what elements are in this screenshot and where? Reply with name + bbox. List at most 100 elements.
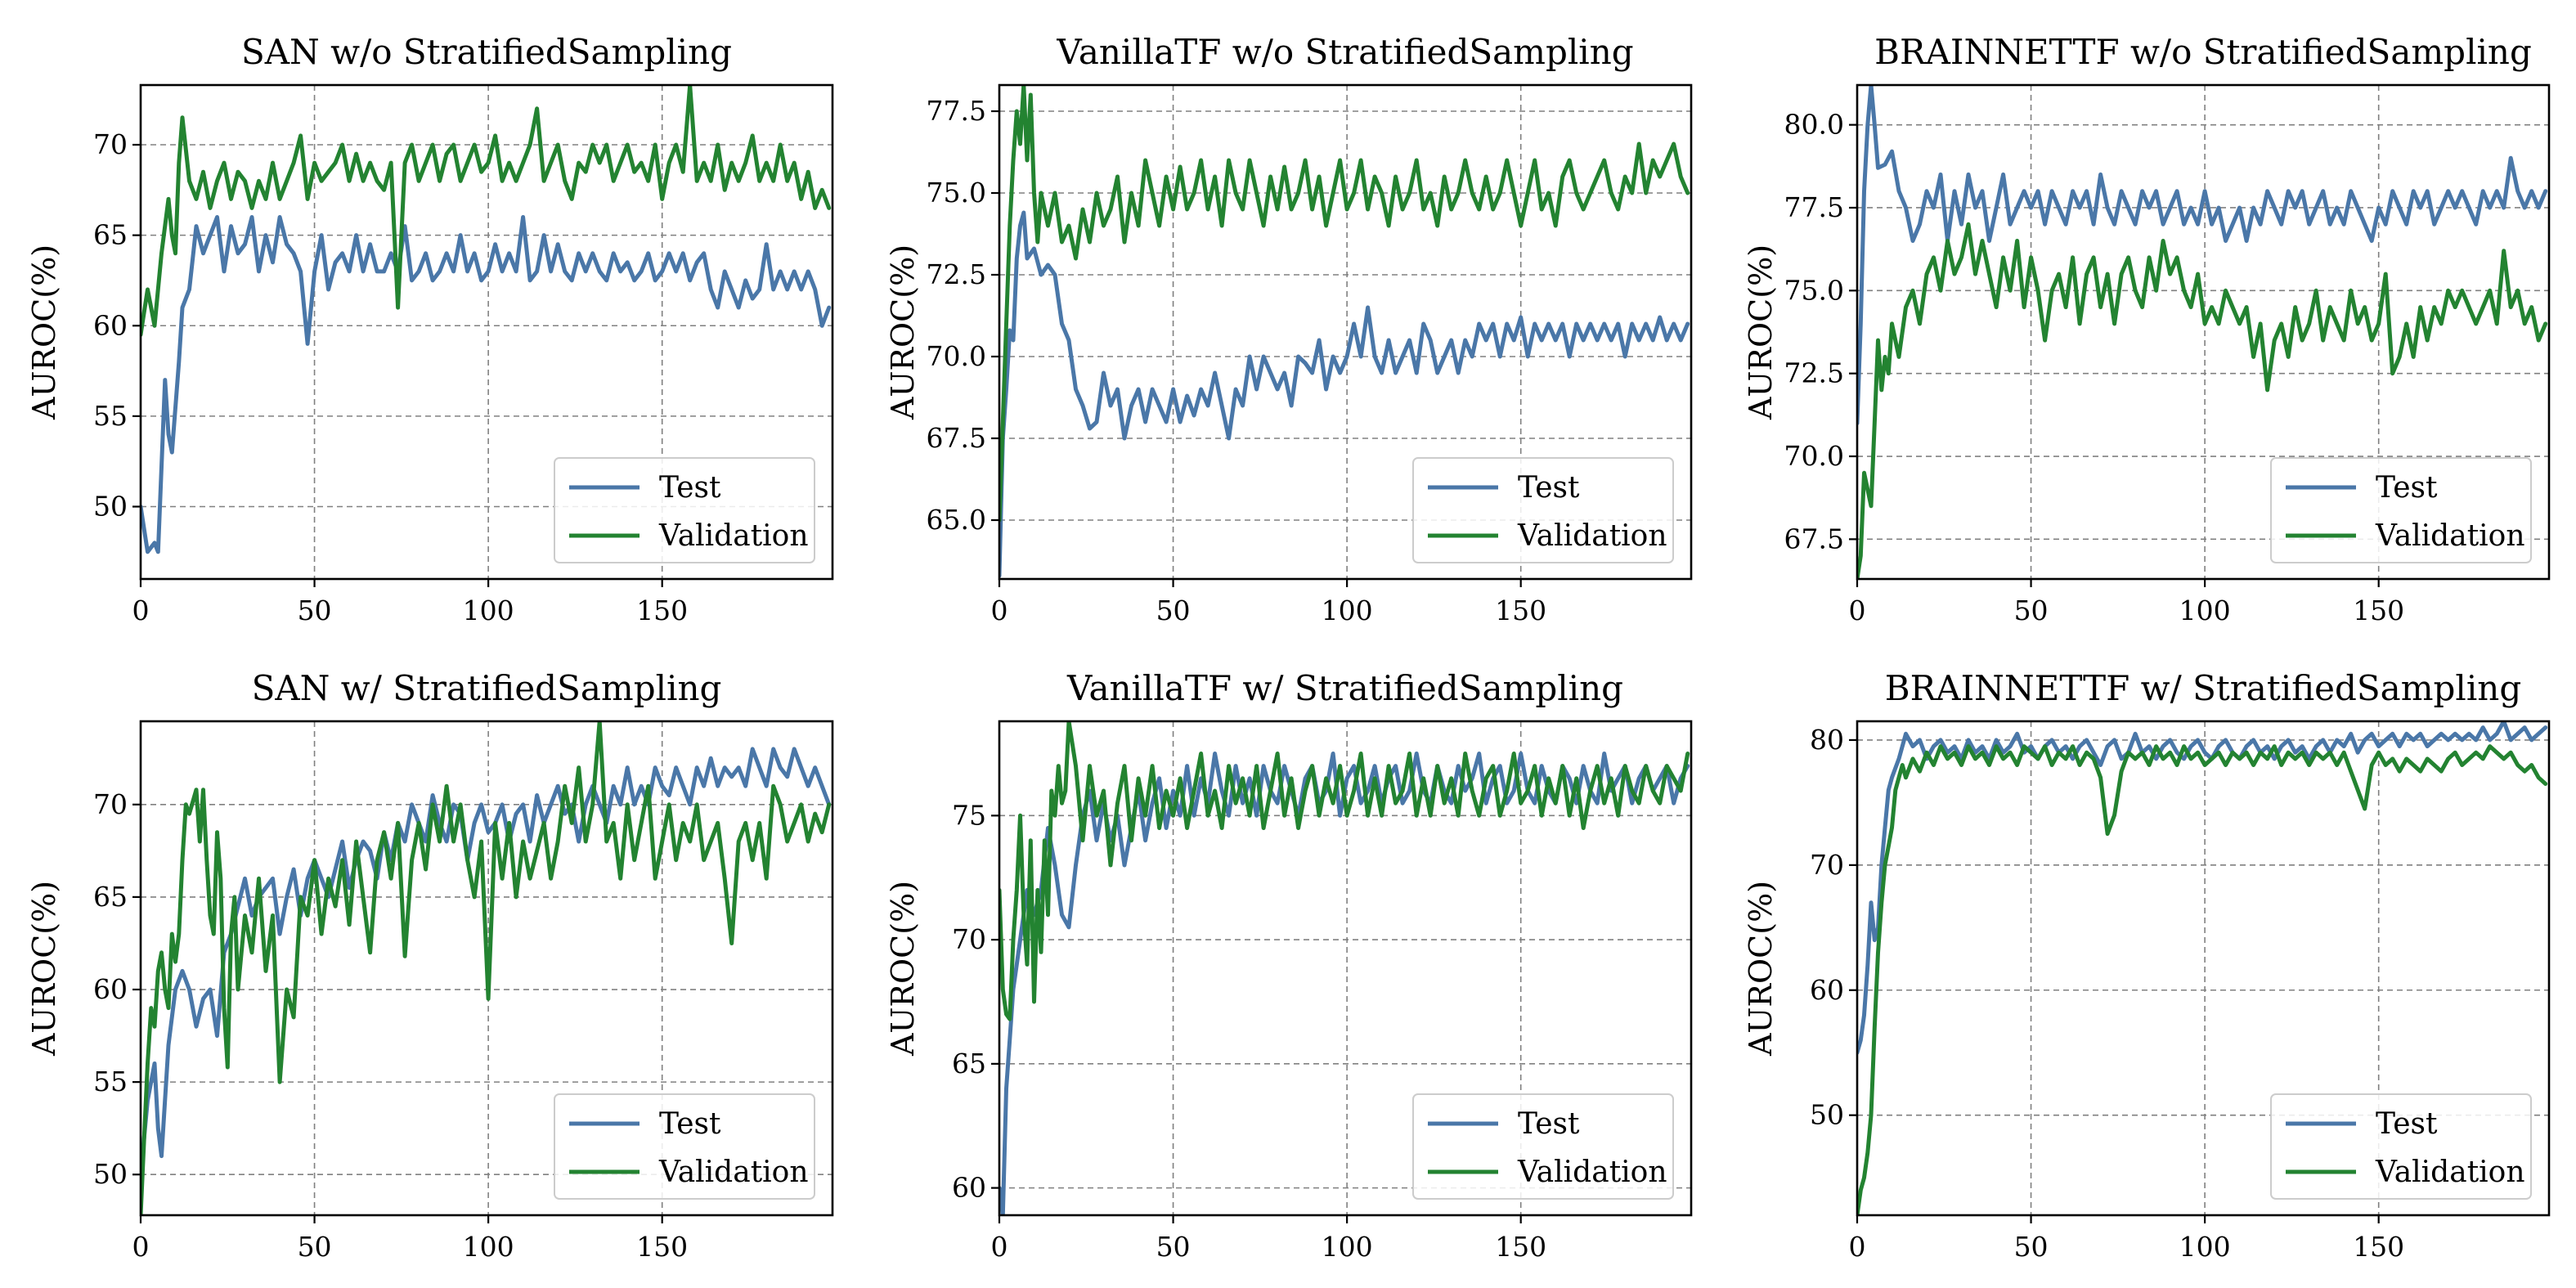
validation-series-line bbox=[999, 721, 1690, 1021]
panel-title: BRAINNETTF w/ StratifiedSampling bbox=[1885, 668, 2521, 708]
legend: Test Validation bbox=[1412, 1093, 1674, 1200]
y-tick-label: 72.5 bbox=[927, 258, 986, 290]
x-tick-label: 0 bbox=[132, 595, 150, 626]
y-tick-label: 60 bbox=[952, 1172, 986, 1204]
y-tick-label: 50 bbox=[93, 1158, 128, 1190]
x-tick-label: 50 bbox=[298, 595, 332, 626]
x-tick-label: 50 bbox=[1156, 1231, 1191, 1263]
y-axis-label: AUROC(%) bbox=[885, 245, 921, 420]
panel-title: VanillaTF w/ StratifiedSampling bbox=[1066, 668, 1623, 708]
x-tick-label: 150 bbox=[636, 595, 688, 626]
y-tick-label: 72.5 bbox=[1784, 357, 1844, 389]
x-tick-label: 0 bbox=[132, 1231, 150, 1263]
legend-test-label: Test bbox=[2376, 471, 2438, 505]
legend-test-label: Test bbox=[1518, 1107, 1580, 1141]
x-tick-label: 100 bbox=[463, 1231, 514, 1263]
panel-title: VanillaTF w/o StratifiedSampling bbox=[1056, 32, 1633, 72]
legend-validation-label: Validation bbox=[1517, 1156, 1667, 1189]
test-series-line bbox=[999, 752, 1690, 1215]
legend: Test Validation bbox=[1412, 457, 1674, 563]
y-tick-label: 77.5 bbox=[927, 95, 986, 127]
legend-test-label: Test bbox=[659, 471, 721, 505]
y-tick-label: 55 bbox=[93, 1066, 128, 1097]
x-tick-label: 50 bbox=[2014, 595, 2049, 626]
chart-panel: 0 50 100 150 50 55 60 65 70 SAN w/o StratifiedSam… bbox=[26, 32, 834, 626]
y-axis-label: AUROC(%) bbox=[1743, 881, 1779, 1057]
legend-validation-label: Validation bbox=[658, 1156, 809, 1189]
test-series-line bbox=[141, 215, 832, 554]
y-tick-label: 65 bbox=[952, 1048, 986, 1079]
x-tick-label: 50 bbox=[1156, 595, 1191, 626]
y-axis-label: AUROC(%) bbox=[26, 881, 62, 1057]
y-tick-label: 65 bbox=[93, 881, 128, 913]
y-tick-label: 70 bbox=[1810, 849, 1844, 881]
x-tick-label: 150 bbox=[2353, 595, 2404, 626]
x-tick-label: 150 bbox=[1495, 595, 1546, 626]
legend-validation-label: Validation bbox=[2375, 519, 2525, 553]
y-tick-label: 77.5 bbox=[1784, 191, 1844, 223]
test-series-line bbox=[999, 210, 1690, 578]
x-tick-label: 100 bbox=[1322, 595, 1373, 626]
plot-frame bbox=[1856, 83, 2551, 581]
validation-series-line bbox=[999, 85, 1690, 523]
panel-title: SAN w/ StratifiedSampling bbox=[252, 668, 722, 708]
plot-frame bbox=[139, 720, 834, 1217]
x-tick-label: 150 bbox=[1495, 1231, 1546, 1263]
panel-title: SAN w/o StratifiedSampling bbox=[241, 32, 732, 72]
y-tick-label: 70 bbox=[93, 128, 128, 160]
y-tick-label: 65 bbox=[93, 219, 128, 251]
y-tick-label: 60 bbox=[93, 973, 128, 1005]
x-tick-label: 0 bbox=[991, 1231, 1008, 1263]
y-tick-label: 70 bbox=[93, 788, 128, 820]
validation-series-line bbox=[141, 85, 832, 337]
legend-validation-label: Validation bbox=[658, 519, 809, 553]
panels: 0 50 100 150 50 55 60 65 70 SAN w/o StratifiedSam… bbox=[26, 32, 2551, 1263]
y-tick-label: 67.5 bbox=[1784, 523, 1844, 554]
x-tick-label: 100 bbox=[1322, 1231, 1373, 1263]
x-tick-label: 100 bbox=[2179, 595, 2231, 626]
y-tick-label: 70 bbox=[952, 923, 986, 955]
y-axis-label: AUROC(%) bbox=[885, 881, 921, 1057]
x-tick-label: 150 bbox=[636, 1231, 688, 1263]
chart-panel: 0 50 100 150 67.5 70.0 72.5 75.0 77.5 80.0 BRAINNE… bbox=[1743, 32, 2551, 626]
y-axis-label: AUROC(%) bbox=[1743, 245, 1779, 420]
y-tick-label: 65.0 bbox=[927, 504, 986, 536]
y-tick-label: 60 bbox=[93, 309, 128, 341]
legend-test-label: Test bbox=[2376, 1107, 2438, 1141]
x-tick-label: 50 bbox=[298, 1231, 332, 1263]
test-series-line bbox=[1857, 721, 2548, 1055]
x-tick-label: 0 bbox=[991, 595, 1008, 626]
y-tick-label: 55 bbox=[93, 400, 128, 432]
chart-panel: 0 50 100 150 50 55 60 65 70 SAN w/ StratifiedSamp… bbox=[26, 668, 834, 1263]
plot-frame bbox=[998, 720, 1693, 1217]
plot-frame bbox=[139, 83, 834, 581]
legend-test-label: Test bbox=[659, 1107, 721, 1141]
x-tick-label: 100 bbox=[463, 595, 514, 626]
legend: Test Validation bbox=[554, 1093, 815, 1200]
test-series-line bbox=[1857, 85, 2548, 425]
validation-series-line bbox=[141, 721, 832, 1215]
y-tick-label: 67.5 bbox=[927, 422, 986, 454]
validation-series-line bbox=[1857, 222, 2548, 579]
y-tick-label: 50 bbox=[1810, 1099, 1844, 1131]
legend-validation-label: Validation bbox=[2375, 1156, 2525, 1189]
legend-test-label: Test bbox=[1518, 471, 1580, 505]
y-tick-label: 60 bbox=[1810, 974, 1844, 1006]
y-tick-label: 50 bbox=[93, 491, 128, 523]
y-tick-label: 70.0 bbox=[1784, 440, 1844, 472]
x-tick-label: 0 bbox=[1849, 1231, 1866, 1263]
y-tick-label: 80.0 bbox=[1784, 109, 1844, 141]
legend-validation-label: Validation bbox=[1517, 519, 1667, 553]
x-tick-label: 100 bbox=[2179, 1231, 2231, 1263]
y-tick-label: 75 bbox=[952, 799, 986, 831]
y-axis-label: AUROC(%) bbox=[26, 245, 62, 420]
legend: Test Validation bbox=[2270, 457, 2532, 563]
legend: Test Validation bbox=[2270, 1093, 2532, 1200]
panel-title: BRAINNETTF w/o StratifiedSampling bbox=[1874, 32, 2532, 72]
y-tick-label: 75.0 bbox=[1784, 274, 1844, 306]
legend: Test Validation bbox=[554, 457, 815, 563]
plot-frame bbox=[998, 83, 1693, 581]
plot-frame bbox=[1856, 720, 2551, 1217]
y-tick-label: 80 bbox=[1810, 724, 1844, 756]
